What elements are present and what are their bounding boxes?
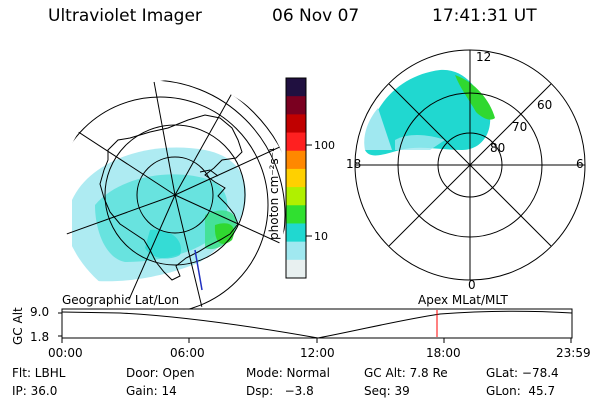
colorbar-unit-label: photon cm⁻²s⁻¹ <box>267 147 281 240</box>
magnetic-polar-plot: 12 18 6 0 60 70 80 <box>346 49 586 292</box>
colorbar-cell <box>286 168 306 188</box>
colorbar-cell <box>286 150 306 170</box>
colorbar-cell <box>286 132 306 152</box>
mlat-label-60: 60 <box>537 98 552 112</box>
colorbar-cell <box>286 241 306 261</box>
status-glat: GLat: −78.4 <box>486 366 559 380</box>
date-label: 06 Nov 07 <box>272 6 360 26</box>
mlt-label-12: 12 <box>476 50 491 64</box>
timeline-axis-title: GC Alt <box>11 307 25 345</box>
timeline-ytick-bottom: 1.8 <box>30 330 49 344</box>
colorbar-cell <box>286 205 306 224</box>
colorbar-cell <box>286 114 306 134</box>
orbit-timeline: Geographic Lat/Lon Apex MLat/MLT GC Alt … <box>11 293 591 360</box>
xtick-0000: 00:00 <box>48 346 83 360</box>
xtick-1200: 12:00 <box>300 346 335 360</box>
status-ip: IP: 36.0 <box>12 384 58 398</box>
colorbar-cell <box>286 96 306 115</box>
instrument-title: Ultraviolet Imager <box>48 6 202 26</box>
status-seq: Seq: 39 <box>364 384 410 398</box>
altitude-curve <box>61 310 573 339</box>
mlat-label-80: 80 <box>490 141 505 155</box>
colorbar-cell <box>286 78 306 97</box>
xtick-2359: 23:59 <box>556 346 591 360</box>
status-mode: Mode: Normal <box>246 366 330 380</box>
status-dsp: Dsp: −3.8 <box>246 384 314 398</box>
xtick-1800: 18:00 <box>426 346 461 360</box>
status-filter: Flt: LBHL <box>12 366 66 380</box>
status-door: Door: Open <box>126 366 195 380</box>
colorbar-tick-10: 10 <box>314 230 328 243</box>
xtick-0600: 06:00 <box>170 346 205 360</box>
mlt-label-18: 18 <box>346 157 361 171</box>
auroral-image-geographic <box>72 147 246 282</box>
geographic-caption: Geographic Lat/Lon <box>62 293 179 307</box>
mlt-label-0: 0 <box>468 278 476 292</box>
mlat-label-70: 70 <box>512 120 527 134</box>
geographic-map <box>60 80 290 310</box>
status-glon: GLon: 45.7 <box>486 384 556 398</box>
status-gain: Gain: 14 <box>126 384 177 398</box>
auroral-image-magnetic <box>364 69 495 156</box>
colorbar-tick-100: 100 <box>314 139 335 152</box>
status-gc-alt: GC Alt: 7.8 Re <box>364 366 448 380</box>
timeline-ytick-top: 9.0 <box>30 305 49 319</box>
colorbar: 100 10 photon cm⁻²s⁻¹ <box>267 77 335 279</box>
colorbar-cell <box>286 187 306 206</box>
mlt-label-6: 6 <box>576 157 584 171</box>
colorbar-cells <box>286 78 306 279</box>
time-label: 17:41:31 UT <box>432 6 537 26</box>
coastline <box>99 114 243 281</box>
colorbar-cell <box>286 259 306 279</box>
colorbar-cell <box>286 223 306 243</box>
magnetic-caption: Apex MLat/MLT <box>418 293 508 307</box>
